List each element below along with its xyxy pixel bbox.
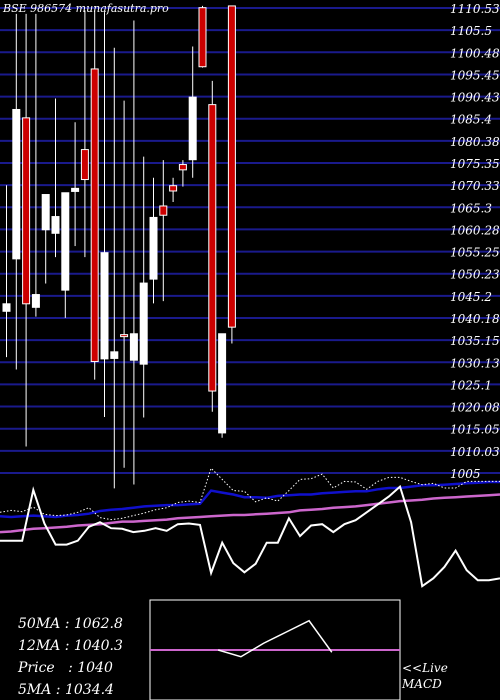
y-tick-label: 1085.4	[450, 113, 492, 127]
candle-body	[61, 192, 70, 291]
candle-body	[90, 68, 99, 363]
candle	[198, 5, 207, 68]
ma12-value: 12MA : 1040.3	[18, 638, 123, 654]
candle-body	[198, 7, 207, 68]
candle	[2, 185, 11, 358]
ma50-value: 50MA : 1062.8	[18, 616, 123, 632]
candle	[100, 12, 109, 418]
candle	[227, 5, 236, 344]
y-tick-label: 1075.35	[450, 157, 500, 171]
y-tick-label: 1045.2	[450, 290, 492, 304]
candle-body	[208, 104, 217, 392]
price-line	[0, 484, 500, 588]
candle-body	[31, 294, 40, 308]
y-tick-label: 1030.13	[450, 356, 500, 370]
moving-average-lines	[0, 467, 500, 588]
y-tick-label: 1010.03	[450, 445, 500, 459]
macd-label-line2: MACD	[402, 677, 442, 691]
ma-line-magenta	[0, 493, 500, 534]
y-tick-label: 1040.18	[450, 312, 500, 326]
y-tick-label: 1065.3	[450, 201, 492, 215]
candle	[159, 160, 168, 302]
candle-body	[149, 216, 158, 280]
candle-body	[188, 96, 197, 161]
y-tick-label: 1090.43	[450, 91, 500, 105]
y-tick-label: 1015.05	[450, 423, 500, 437]
candle	[149, 177, 158, 304]
candle-body	[22, 117, 31, 305]
stats-block: 50MA : 1062.8 12MA : 1040.3 Price : 1040…	[18, 613, 123, 700]
y-tick-label: 1055.25	[450, 246, 500, 260]
candle	[31, 13, 40, 317]
candle-body	[12, 108, 21, 260]
macd-label-line1: <<Live	[402, 661, 448, 675]
candle-body	[139, 282, 148, 365]
candle-body	[129, 333, 138, 361]
candle	[71, 122, 80, 247]
candle-body	[2, 303, 11, 312]
candle-body	[159, 205, 168, 216]
candle	[218, 333, 227, 438]
y-tick-label: 1080.38	[450, 135, 500, 149]
candle	[208, 80, 217, 412]
chart-title: BSE 986574 munafasutra.pro	[3, 2, 169, 15]
candle	[110, 47, 119, 489]
y-tick-label: 1070.33	[450, 179, 500, 193]
candle-body	[178, 164, 187, 171]
candle	[188, 46, 197, 178]
price-value: Price : 1040	[18, 660, 113, 676]
candle-body	[169, 185, 178, 192]
candle	[22, 13, 31, 447]
candle	[41, 194, 50, 284]
candle	[139, 156, 148, 418]
macd-panel	[149, 599, 401, 700]
y-tick-label: 1105.5	[450, 24, 492, 38]
candle	[169, 177, 178, 203]
y-tick-label: 1100.48	[450, 46, 500, 60]
candle	[51, 98, 60, 258]
y-tick-label: 1020.08	[450, 401, 500, 415]
candle-body	[71, 187, 80, 192]
candle-body	[51, 216, 60, 234]
candle-body	[110, 351, 119, 359]
candle-body	[227, 5, 236, 328]
candle	[12, 13, 21, 370]
y-tick-label: 1025.1	[450, 378, 492, 392]
ma-line-dotted	[0, 467, 500, 521]
candle	[129, 20, 138, 485]
candle	[90, 10, 99, 380]
macd-line	[217, 619, 333, 658]
y-tick-label: 1110.53	[450, 2, 500, 16]
macd-label: <<Live MACD	[402, 660, 448, 692]
y-tick-label: 1095.45	[450, 68, 500, 82]
y-tick-label: 1050.23	[450, 268, 500, 282]
ma5-value: 5MA : 1034.4	[18, 682, 114, 698]
candle	[61, 192, 70, 318]
candle-body	[80, 149, 89, 181]
y-tick-label: 1005	[450, 467, 481, 481]
candle	[120, 100, 129, 468]
candle-body	[41, 194, 50, 231]
y-axis-ticks: 1110.53 1105.5 1100.48 1095.45 1090.43 1085.4…	[450, 2, 500, 481]
candle	[80, 10, 89, 258]
y-tick-label: 1060.28	[450, 223, 500, 237]
y-tick-label: 1035.15	[450, 334, 500, 348]
candle-body	[120, 334, 129, 338]
candle-body	[218, 333, 227, 434]
grid-lines	[0, 7, 500, 474]
candle-body	[100, 252, 109, 360]
candle	[178, 160, 187, 187]
candles	[2, 5, 236, 489]
